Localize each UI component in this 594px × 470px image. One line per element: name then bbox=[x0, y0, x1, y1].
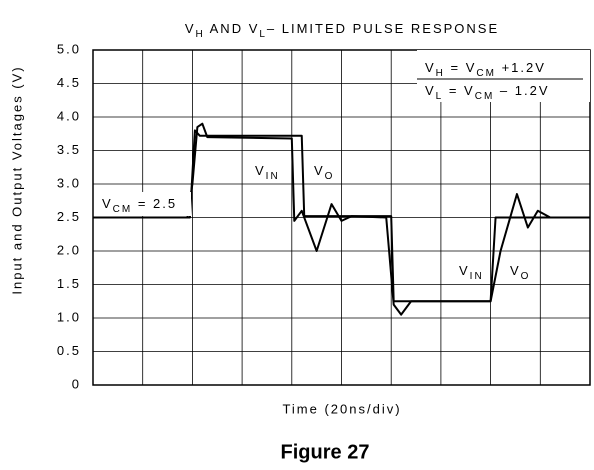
text-part: V bbox=[255, 163, 266, 178]
subscript: O bbox=[521, 271, 531, 282]
subscript: O bbox=[325, 171, 335, 182]
x-axis-label: Time (20ns/div) bbox=[282, 401, 401, 416]
text-part: V bbox=[425, 60, 436, 75]
text-part: V bbox=[314, 163, 325, 178]
subscript: IN bbox=[470, 271, 484, 282]
text-part: – 1.2V bbox=[494, 83, 549, 98]
series-line bbox=[93, 122, 590, 316]
text-part: = V bbox=[445, 60, 477, 75]
text-part: = V bbox=[443, 83, 475, 98]
text-part: +1.2V bbox=[496, 60, 546, 75]
y-tick-label: 4.0 bbox=[57, 108, 81, 123]
text-part: V bbox=[102, 196, 113, 211]
subscript: L bbox=[436, 91, 444, 102]
y-tick-label: 2.5 bbox=[57, 209, 81, 224]
subscript: H bbox=[196, 29, 205, 40]
y-tick-label: 0 bbox=[72, 376, 81, 391]
y-tick-label: 5.0 bbox=[57, 41, 81, 56]
text-part: AND V bbox=[205, 21, 260, 36]
annotation-bg bbox=[97, 192, 191, 216]
y-tick-label: 1.5 bbox=[57, 276, 81, 291]
y-tick-label: 2.0 bbox=[57, 242, 81, 257]
annotation: VIN bbox=[255, 163, 280, 181]
text-part: V bbox=[510, 263, 521, 278]
annotation: VH = VCM +1.2V bbox=[425, 60, 546, 78]
text-part: V bbox=[459, 263, 470, 278]
chart-title: VH AND VL– LIMITED PULSE RESPONSE bbox=[185, 21, 499, 39]
text-part: – LIMITED PULSE RESPONSE bbox=[267, 21, 499, 36]
text-part: V bbox=[425, 83, 436, 98]
spec-box bbox=[417, 50, 590, 102]
y-tick-label: 4.5 bbox=[57, 75, 81, 90]
subscript: H bbox=[436, 68, 445, 79]
subscript: CM bbox=[113, 204, 133, 215]
y-tick-label: 0.5 bbox=[57, 343, 81, 358]
y-tick-label: 1.0 bbox=[57, 309, 81, 324]
annotation: VO bbox=[314, 163, 334, 181]
annotation: VO bbox=[510, 263, 530, 281]
subscript: IN bbox=[266, 171, 280, 182]
y-tick-label: 3.0 bbox=[57, 175, 81, 190]
annotation: VCM = 2.5 bbox=[102, 196, 177, 214]
figure-caption: Figure 27 bbox=[281, 441, 370, 463]
subscript: CM bbox=[475, 91, 495, 102]
annotation: VIN bbox=[459, 263, 484, 281]
text-part: = 2.5 bbox=[132, 196, 177, 211]
subscript: L bbox=[259, 29, 267, 40]
y-axis-label: Input and Output Voltages (V) bbox=[9, 65, 24, 294]
y-tick-label: 3.5 bbox=[57, 142, 81, 157]
text-part: V bbox=[185, 21, 196, 36]
annotation: VL = VCM – 1.2V bbox=[425, 83, 550, 101]
subscript: CM bbox=[476, 68, 496, 79]
